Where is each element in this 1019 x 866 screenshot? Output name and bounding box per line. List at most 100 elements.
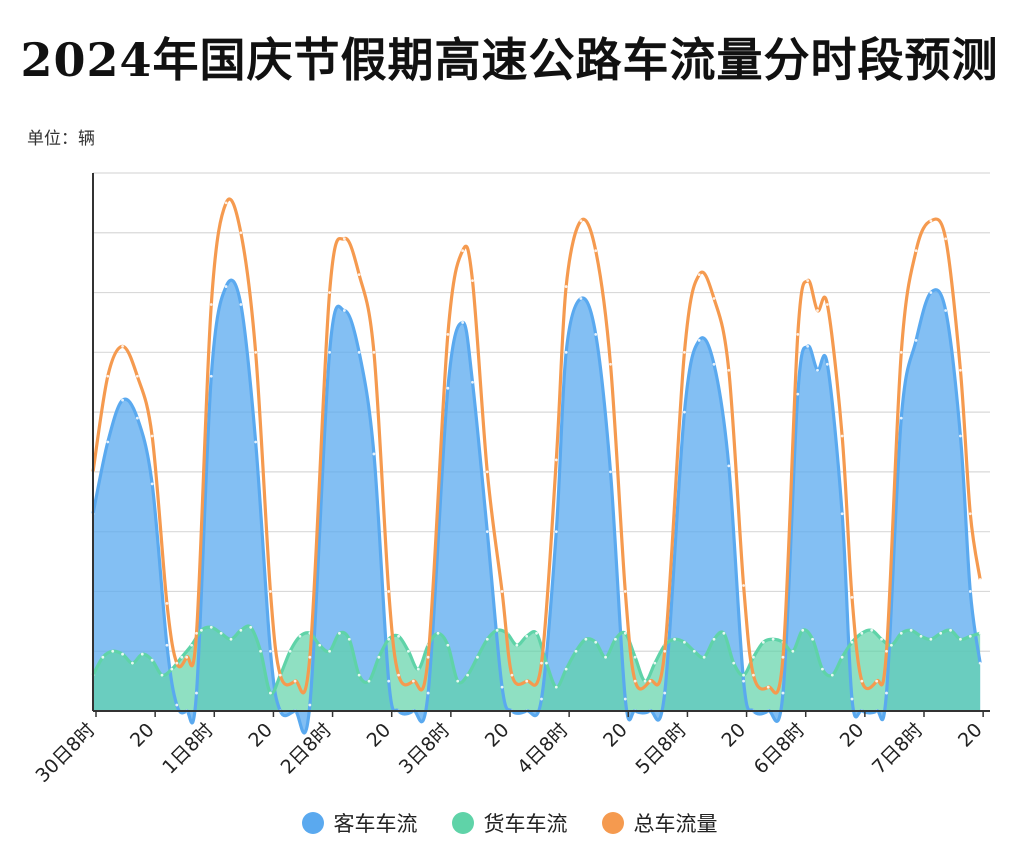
data-point-total [978,578,982,581]
data-point-total [663,649,667,653]
data-point-passenger [885,691,888,695]
data-point-truck [850,640,854,644]
data-point-passenger [121,398,124,402]
data-point-passenger [968,590,972,593]
data-point-total [510,673,514,677]
data-point-truck [318,643,322,647]
data-point-truck [939,631,943,635]
data-point-truck [959,637,962,641]
data-point-truck [978,631,982,635]
data-point-truck [909,628,913,632]
data-point-truck [584,637,588,641]
data-point-truck [436,631,440,635]
data-point-truck [466,673,469,677]
data-point-truck [860,631,864,635]
legend-swatch-truck [451,812,474,834]
data-point-total [269,590,272,593]
data-point-truck [752,655,755,659]
data-point-truck [298,634,302,638]
data-point-truck [968,634,972,638]
data-point-passenger [825,362,829,366]
data-point-truck [821,667,824,671]
data-point-total [959,368,962,372]
data-point-truck [407,649,410,653]
data-point-total [899,350,903,354]
data-point-total [387,590,391,593]
data-point-truck [209,625,213,629]
x-tick-label: 20 [481,719,514,752]
data-point-truck [564,667,568,671]
data-point-total [185,655,189,659]
data-point-passenger [594,333,598,336]
data-point-passenger [209,374,213,378]
data-point-total [446,333,450,336]
data-point-passenger [683,410,686,414]
data-point-passenger [461,321,465,324]
data-point-truck [870,628,874,632]
series-lines [91,197,982,735]
data-point-passenger [426,691,430,695]
data-point-passenger [978,661,982,665]
data-point-total [850,596,854,599]
data-point-truck [170,667,174,671]
x-tick-label: 20 [244,719,277,752]
data-point-total [485,470,489,474]
data-point-total [254,350,258,354]
data-point-passenger [150,482,154,486]
data-point-passenger [485,530,489,534]
data-point-truck [692,649,696,653]
data-point-total [121,344,124,348]
data-point-passenger [269,649,272,653]
x-tick-label: 7日8时 [868,719,928,779]
points-truck [91,625,982,695]
legend-item-total[interactable]: 总车流量 [601,808,718,838]
data-point-passenger [697,338,701,342]
data-point-truck [801,628,805,632]
unit-label: 单位：辆 [27,129,95,149]
data-point-total [411,679,415,683]
legend-item-passenger[interactable]: 客车车流 [301,808,418,838]
data-point-total [397,673,400,677]
data-point-truck [239,628,243,632]
data-point-truck [111,649,115,653]
data-point-total [752,673,755,677]
data-point-truck [653,661,657,665]
data-point-passenger [727,464,731,468]
data-point-passenger [342,309,346,312]
data-point-passenger [308,703,312,707]
data-point-passenger [175,703,179,707]
x-tick-label: 20 [126,719,159,752]
data-point-truck [880,637,883,641]
data-point-total [372,350,376,354]
data-point-passenger [254,440,258,444]
data-point-passenger [372,452,376,456]
x-tick-label: 30日8时 [31,719,99,787]
data-point-total [278,673,282,677]
legend-item-truck[interactable]: 货车车流 [451,808,568,838]
data-point-total [727,368,731,372]
data-point-passenger [195,691,198,695]
data-point-truck [643,679,647,683]
data-point-passenger [135,416,139,420]
data-point-passenger [564,350,568,354]
data-point-total [471,279,474,282]
data-point-truck [200,628,203,632]
data-point-total [683,350,686,354]
data-point-total [461,249,465,253]
data-point-passenger [806,344,810,348]
data-point-truck [150,658,154,662]
data-point-passenger [579,297,583,300]
data-point-truck [554,685,558,689]
data-point-passenger [224,285,228,288]
data-point-truck [515,643,519,647]
data-point-truck [249,625,253,629]
data-point-total [697,273,701,277]
data-point-total [944,237,948,241]
data-point-truck [545,661,548,665]
data-point-total [357,273,361,277]
legend-label-total: 总车流量 [633,812,718,836]
data-point-passenger [165,643,169,647]
data-point-total [293,679,297,683]
data-point-total [308,655,312,659]
data-point-truck [623,631,627,635]
